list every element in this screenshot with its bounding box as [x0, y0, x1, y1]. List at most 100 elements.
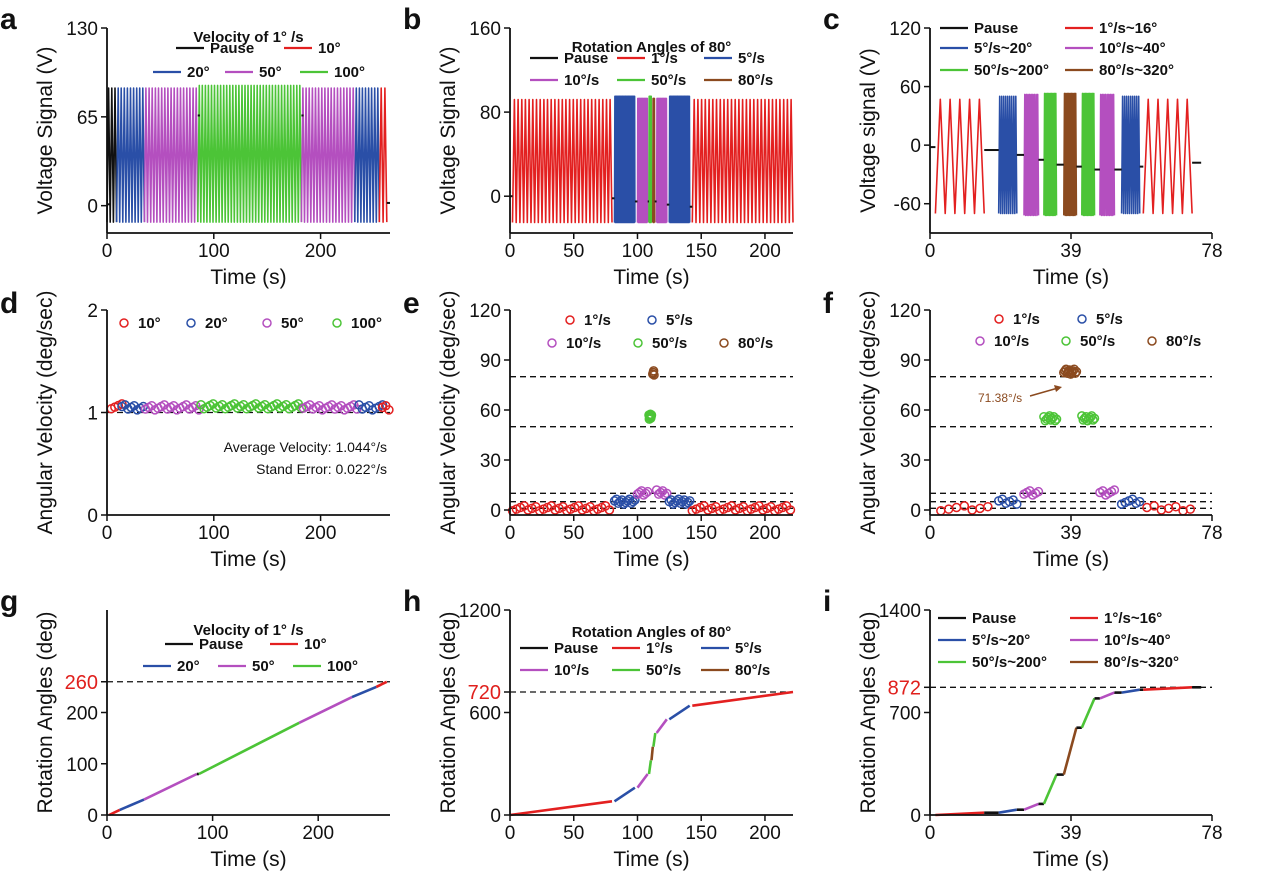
legend-marker — [719, 338, 729, 348]
data-point — [1086, 411, 1097, 421]
series-segment-c4 — [1081, 92, 1096, 217]
data-point — [1033, 486, 1044, 497]
min-velocity-annotation: 71.38°/s — [978, 391, 1022, 405]
legend-marker — [565, 315, 575, 325]
legend-label: 50° — [259, 64, 282, 81]
x-tick-label: 200 — [302, 823, 334, 844]
data-point — [646, 410, 657, 420]
x-tick-label: 39 — [1060, 523, 1081, 544]
legend-label: Pause — [974, 20, 1018, 37]
legend-label: 100° — [351, 315, 382, 332]
data-point — [943, 504, 954, 514]
y-axis-label: Voltage Signal (V) — [34, 46, 57, 214]
x-tick-label: 100 — [622, 823, 654, 844]
x-tick-label: 200 — [305, 523, 337, 544]
x-tick-label: 200 — [749, 523, 781, 544]
series-segment-c3 — [143, 87, 199, 223]
x-tick-label: 200 — [749, 823, 781, 844]
legend-label: 80°/s — [1166, 333, 1201, 350]
data-point — [662, 488, 672, 499]
series-segment-c2 — [1120, 95, 1141, 215]
highlight-value: 260 — [65, 672, 98, 694]
y-tick-label: 2 — [87, 301, 98, 322]
data-point — [1051, 414, 1062, 424]
data-point — [1048, 411, 1059, 422]
series-segment-c2 — [997, 95, 1018, 215]
legend-title: Rotation Angles of 80° — [572, 624, 732, 641]
y-tick-label: 130 — [66, 19, 98, 40]
legend-label: Pause — [199, 636, 243, 653]
x-tick-label: 39 — [1060, 823, 1081, 844]
legend-label: 80°/s — [735, 662, 770, 679]
x-tick-label: 50 — [563, 241, 584, 262]
highlight-value: 720 — [468, 682, 501, 704]
data-point — [1089, 413, 1100, 424]
legend-label: 10°/s — [554, 662, 589, 679]
angle-path-segment — [1062, 727, 1078, 775]
data-point — [951, 502, 962, 513]
y-tick-label: 30 — [900, 451, 921, 472]
y-tick-label: 80 — [480, 103, 501, 124]
panel-a: a 0 100 200 0 65 130 Time (s) Voltage Signal (V)… — [0, 3, 390, 289]
angle-path-segment — [636, 773, 649, 789]
y-tick-label: 700 — [889, 704, 921, 725]
y-tick-label: 65 — [77, 108, 98, 129]
y-tick-label: 90 — [480, 351, 501, 372]
series-segment-c3 — [1023, 93, 1040, 217]
x-axis-label: Time (s) — [1033, 548, 1109, 571]
series-segment-c4 — [197, 84, 303, 223]
series-segment-c2 — [354, 87, 381, 223]
panel-g: g 0 100 200 0 100 200 260 Time (s) Rotation Angle… — [0, 585, 390, 871]
standard-error-note: Stand Error: 0.022°/s — [256, 461, 387, 477]
x-axis-label: Time (s) — [210, 848, 286, 871]
panel-letter: i — [823, 585, 831, 618]
data-point — [1069, 364, 1079, 374]
legend-label: 5°/s — [738, 50, 765, 67]
data-point — [1070, 368, 1081, 379]
angle-path-segment — [1080, 697, 1096, 729]
legend-label: 1°/s — [1013, 311, 1040, 328]
x-tick-label: 0 — [102, 241, 113, 262]
series-segment-c2 — [613, 95, 636, 224]
data-point — [630, 495, 640, 505]
x-axis-label: Time (s) — [210, 548, 286, 571]
legend-title: Velocity of 1° /s — [193, 29, 303, 46]
legend-title: Rotation Angles of 80° — [572, 39, 732, 56]
legend-label: 1°/s~16° — [1104, 610, 1162, 627]
legend-label: 20° — [205, 315, 228, 332]
angle-path-segment — [652, 732, 657, 747]
y-tick-label: 1200 — [459, 601, 501, 622]
panel-letter: h — [403, 585, 421, 618]
data-point — [959, 501, 970, 511]
legend-label: 1°/s~16° — [1099, 20, 1157, 37]
x-tick-label: 50 — [563, 523, 584, 544]
angle-path-segment — [613, 786, 636, 803]
data-point — [194, 405, 204, 415]
y-axis-label: Rotation Angles (deg) — [34, 612, 57, 814]
legend-label: 1°/s — [646, 640, 673, 657]
legend-label: 5°/s~20° — [974, 40, 1032, 57]
y-tick-label: 120 — [889, 19, 921, 40]
angle-path-segment — [692, 690, 794, 707]
y-axis-label: Angular Velocity (deg/sec) — [437, 291, 460, 535]
y-tick-label: 600 — [469, 704, 501, 725]
y-tick-label: 60 — [900, 401, 921, 422]
x-tick-label: 78 — [1201, 241, 1222, 262]
y-axis-label: Voltage signal (V) — [857, 48, 880, 213]
legend-label: 5°/s — [666, 312, 693, 329]
x-tick-label: 0 — [102, 523, 113, 544]
y-tick-label: 0 — [910, 136, 921, 157]
data-point — [642, 486, 653, 497]
data-point — [1134, 496, 1145, 507]
y-tick-label: 0 — [910, 806, 921, 827]
series-segment-c3 — [300, 87, 356, 223]
legend-label: 20° — [187, 64, 210, 81]
angle-path-segment — [198, 721, 300, 776]
panel-letter: g — [0, 585, 18, 618]
legend-label: 10°/s~40° — [1104, 632, 1171, 649]
legend-label: 5°/s~20° — [972, 632, 1030, 649]
legend-marker — [994, 314, 1004, 324]
series-segment-c4 — [1043, 92, 1058, 217]
